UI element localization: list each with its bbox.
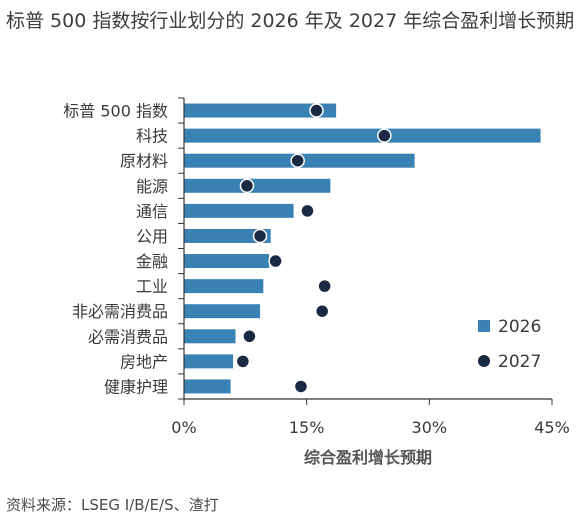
dots-2027 <box>235 103 392 394</box>
chart-title: 标普 500 指数按行业划分的 2026 年及 2027 年综合盈利增长预期 <box>6 10 575 32</box>
bar-2026-6 <box>184 254 270 269</box>
legend: 2026 2027 <box>478 317 541 372</box>
bar-2026-3 <box>184 178 331 193</box>
dot-2027-2 <box>290 153 305 168</box>
legend-label-2027: 2027 <box>498 352 541 372</box>
bar-2026-9 <box>184 329 236 344</box>
dot-2027-11 <box>293 379 309 394</box>
bar-2026-5 <box>184 228 271 243</box>
category-label-8: 非必需消费品 <box>72 302 168 321</box>
bars-2026 <box>184 103 541 394</box>
bar-2026-7 <box>184 279 264 294</box>
category-labels: 标普 500 指数科技原材料能源通信公用金融工业非必需消费品必需消费品房地产健康… <box>63 102 168 397</box>
dot-2027-10 <box>235 354 251 369</box>
bar-2026-10 <box>184 354 234 369</box>
category-label-0: 标普 500 指数 <box>63 102 168 121</box>
dot-2027-1 <box>377 128 392 143</box>
category-label-2: 原材料 <box>120 152 168 171</box>
dot-2027-0 <box>309 103 324 118</box>
category-label-3: 能源 <box>136 177 168 196</box>
dot-2027-7 <box>317 278 332 294</box>
legend-swatch-2026 <box>478 320 490 332</box>
legend-swatch-2027 <box>478 355 490 367</box>
x-axis-label: 综合盈利增长预期 <box>304 448 432 467</box>
dot-2027-4 <box>300 203 315 219</box>
axes <box>178 97 553 405</box>
bar-2026-4 <box>184 203 294 218</box>
x-tick-label-0: 0% <box>171 418 196 437</box>
dot-2027-9 <box>242 329 257 344</box>
category-label-9: 必需消费品 <box>88 327 168 346</box>
dot-2027-6 <box>268 253 283 269</box>
x-tick-label-1: 15% <box>289 418 325 437</box>
legend-label-2026: 2026 <box>498 317 541 337</box>
source-note: 资料来源：LSEG I/B/E/S、渣打 <box>6 496 219 514</box>
dot-2027-5 <box>252 228 268 244</box>
category-label-5: 公用 <box>136 227 168 246</box>
dot-2027-8 <box>314 303 330 319</box>
bar-2026-0 <box>184 103 337 118</box>
category-label-11: 健康护理 <box>104 377 168 396</box>
category-label-4: 通信 <box>136 202 168 221</box>
dot-2027-3 <box>239 178 255 194</box>
bar-2026-1 <box>184 128 541 143</box>
category-label-1: 科技 <box>136 127 168 146</box>
bar-2026-11 <box>184 379 231 394</box>
x-tick-label-3: 45% <box>534 418 570 437</box>
x-tick-label-2: 30% <box>412 418 448 437</box>
x-tick-labels: 0% 15% 30% 45% <box>171 418 569 437</box>
category-label-10: 房地产 <box>120 352 168 371</box>
bar-2026-8 <box>184 304 261 319</box>
category-label-6: 金融 <box>136 252 168 271</box>
category-label-7: 工业 <box>136 277 168 296</box>
